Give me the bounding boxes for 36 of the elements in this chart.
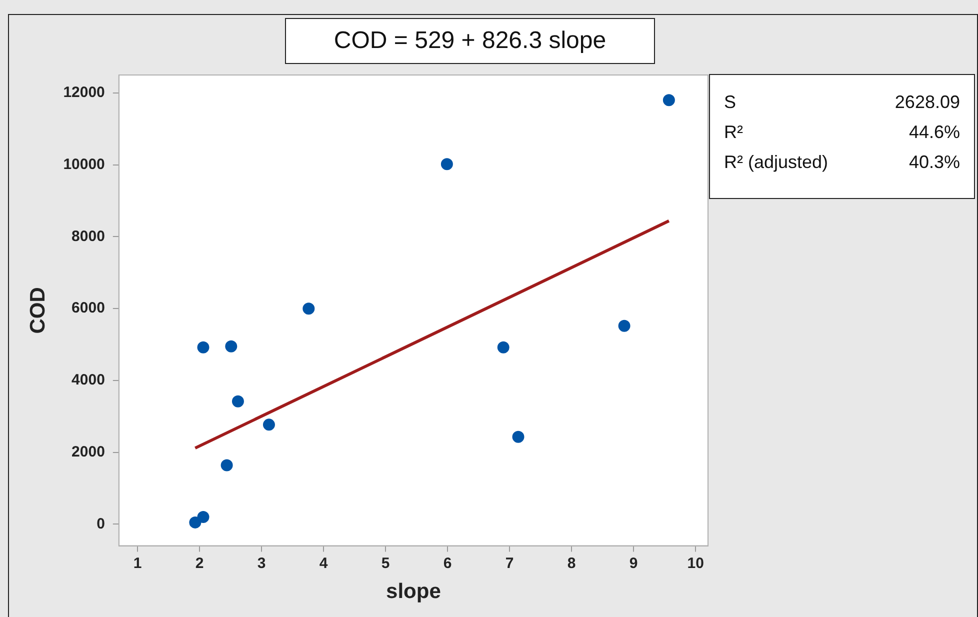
point [225,340,238,352]
point [220,459,233,472]
x-tick-label: 10 [687,554,704,572]
x-tick-label: 7 [505,554,514,572]
y-axis-title: COD [26,287,50,334]
x-tick-label: 3 [257,554,266,572]
point [189,516,202,528]
point [497,341,510,354]
x-axis-title: slope [386,580,441,604]
point [618,320,630,332]
point [662,94,675,106]
y-tick-label: 12000 [63,84,105,102]
x-tick-label: 4 [319,554,328,572]
text: S 2628.09 [724,92,960,112]
point [262,418,275,431]
y-tick-label: 8000 [72,228,105,245]
point [440,158,453,170]
y-tick-label: 10000 [63,156,105,173]
y-tick-label: 6000 [72,300,105,317]
x-tick-label: 2 [195,554,204,572]
point [302,302,315,315]
point [232,395,244,408]
point [512,430,524,443]
x-tick-label: 5 [381,554,390,572]
text: R² (adjusted) 40.3% [724,152,960,172]
point [197,341,210,354]
y-tick-label: 2000 [72,444,105,460]
chart-title: COD = 529 + 826.3 slope [285,18,655,64]
x-tick-label: 8 [567,554,576,572]
text: R² 44.6% [724,122,960,142]
y-tick-label: 0 [96,515,105,532]
x-tick-label: 9 [629,554,638,572]
x-tick-label: 6 [443,554,452,572]
y-tick-label: 4000 [72,372,105,389]
x-tick-label: 1 [133,554,142,572]
point [197,511,210,524]
